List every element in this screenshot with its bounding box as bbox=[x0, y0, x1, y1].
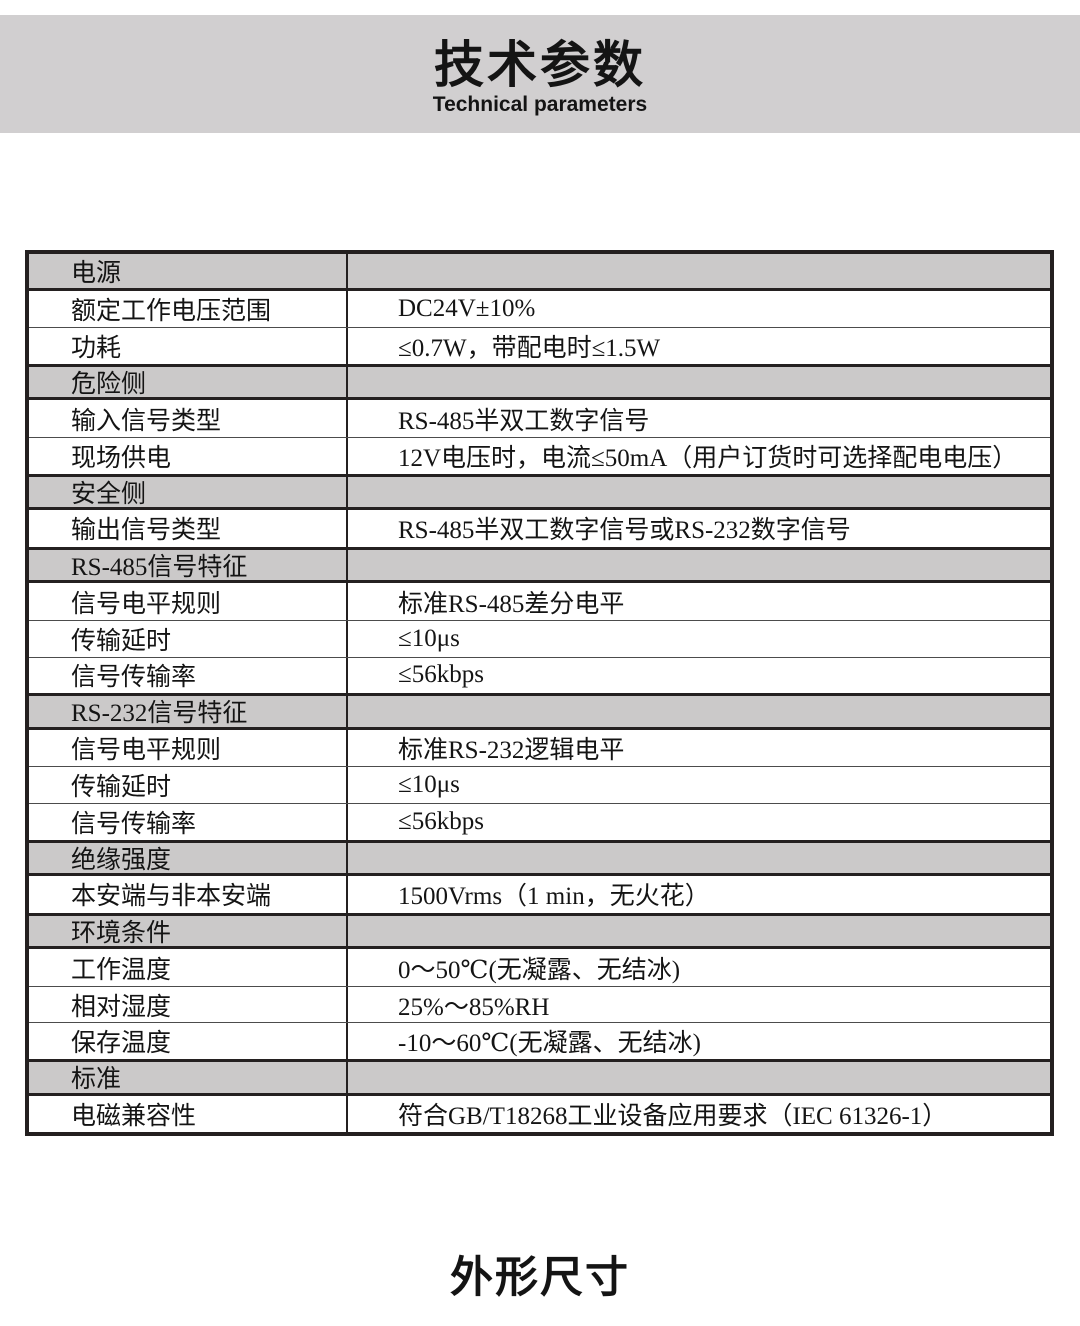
row-label: 信号传输率 bbox=[71, 810, 197, 838]
dimensions-heading: 外形尺寸 bbox=[450, 1254, 630, 1302]
row-value: -10～60℃(无凝露、无结冰) bbox=[346, 1023, 1050, 1060]
table-section-row: 环境条件 bbox=[29, 912, 1050, 950]
row-value bbox=[346, 1062, 1050, 1093]
table-section-row: 电源 bbox=[29, 254, 1050, 291]
table-row: 传输延时 ≤10μs bbox=[29, 766, 1050, 803]
table-row: 功耗 ≤0.7W，带配电时≤1.5W bbox=[29, 327, 1050, 364]
row-value: 0～50℃(无凝露、无结冰) bbox=[346, 949, 1050, 986]
row-value: RS-485半双工数字信号 bbox=[346, 400, 1050, 437]
row-label: 信号传输率 bbox=[71, 664, 197, 692]
row-value: 12V电压时，电流≤50mA（用户订货时可选择配电电压） bbox=[346, 437, 1050, 474]
table-row: 信号传输率 ≤56kbps bbox=[29, 656, 1050, 694]
table-section-row: RS-232信号特征 bbox=[29, 693, 1050, 730]
table-row: 信号电平规则 标准RS-232逻辑电平 bbox=[29, 729, 1050, 767]
table-row: 传输延时 ≤10μs bbox=[29, 619, 1050, 657]
table-row: 相对湿度 25%～85%RH bbox=[29, 985, 1050, 1023]
row-label: 安全侧 bbox=[71, 480, 147, 508]
table-section-row: 危险侧 bbox=[29, 363, 1050, 401]
row-label: 环境条件 bbox=[71, 919, 172, 947]
row-value bbox=[346, 476, 1050, 508]
row-label: 相对湿度 bbox=[71, 993, 172, 1021]
page-subtitle: Technical parameters bbox=[432, 92, 648, 116]
table-section-row: 安全侧 bbox=[29, 473, 1050, 511]
row-value: ≤56kbps bbox=[346, 803, 1050, 840]
table-section-row: 标准 bbox=[29, 1059, 1050, 1096]
row-label: RS-485信号特征 bbox=[71, 554, 248, 582]
row-label: 电磁兼容性 bbox=[71, 1102, 197, 1130]
row-label: 传输延时 bbox=[71, 627, 172, 655]
row-value: DC24V±10% bbox=[346, 290, 1050, 328]
row-value: RS-485半双工数字信号或RS-232数字信号 bbox=[346, 510, 1050, 547]
row-label: 现场供电 bbox=[71, 444, 172, 472]
row-value bbox=[346, 254, 1050, 288]
row-label: 传输延时 bbox=[71, 774, 172, 802]
row-label: 绝缘强度 bbox=[71, 846, 172, 874]
row-value: 标准RS-485差分电平 bbox=[346, 583, 1050, 620]
row-value: 标准RS-232逻辑电平 bbox=[346, 729, 1050, 767]
row-label: 工作温度 bbox=[71, 956, 172, 984]
row-label: 输入信号类型 bbox=[71, 407, 222, 435]
row-value bbox=[346, 549, 1050, 581]
table-section-row: RS-485信号特征 bbox=[29, 546, 1050, 584]
row-label: RS-232信号特征 bbox=[71, 700, 248, 728]
table-row: 信号电平规则 标准RS-485差分电平 bbox=[29, 583, 1050, 620]
table-row: 输入信号类型 RS-485半双工数字信号 bbox=[29, 400, 1050, 437]
table-row: 工作温度 0～50℃(无凝露、无结冰) bbox=[29, 949, 1050, 986]
table-section-row: 绝缘强度 bbox=[29, 839, 1050, 877]
row-label: 功耗 bbox=[71, 334, 122, 362]
technical-parameters-banner: 技术参数 Technical parameters bbox=[0, 15, 1080, 133]
table-row: 信号传输率 ≤56kbps bbox=[29, 802, 1050, 840]
page-title: 技术参数 bbox=[434, 36, 646, 93]
row-value bbox=[346, 366, 1050, 398]
row-label: 标准 bbox=[71, 1066, 122, 1094]
row-value: 1500Vrms（1 min，无火花） bbox=[346, 876, 1050, 913]
row-value bbox=[346, 696, 1050, 727]
table-row: 额定工作电压范围 DC24V±10% bbox=[29, 290, 1050, 328]
row-label: 本安端与非本安端 bbox=[71, 883, 272, 911]
row-value: 符合GB/T18268工业设备应用要求（IEC 61326-1） bbox=[346, 1095, 1050, 1133]
row-value: ≤56kbps bbox=[346, 657, 1050, 694]
row-value: 25%～85%RH bbox=[346, 986, 1050, 1023]
row-label: 电源 bbox=[71, 259, 122, 287]
row-label: 保存温度 bbox=[71, 1030, 172, 1058]
row-value bbox=[346, 915, 1050, 947]
table-row: 电磁兼容性 符合GB/T18268工业设备应用要求（IEC 61326-1） bbox=[29, 1095, 1050, 1133]
row-label: 信号电平规则 bbox=[71, 737, 222, 765]
row-value: ≤10μs bbox=[346, 767, 1050, 803]
specs-table: 电源 额定工作电压范围 DC24V±10% 功耗 ≤0.7W，带配电时≤1.5W 危险侧输… bbox=[25, 250, 1054, 1137]
row-value: ≤0.7W，带配电时≤1.5W bbox=[346, 328, 1050, 364]
row-label: 信号电平规则 bbox=[71, 590, 222, 618]
row-label: 额定工作电压范围 bbox=[71, 297, 272, 325]
row-label: 危险侧 bbox=[71, 371, 147, 399]
row-value bbox=[346, 842, 1050, 874]
table-row: 本安端与非本安端 1500Vrms（1 min，无火花） bbox=[29, 876, 1050, 913]
table-row: 现场供电 12V电压时，电流≤50mA（用户订货时可选择配电电压） bbox=[29, 436, 1050, 474]
row-label: 输出信号类型 bbox=[71, 517, 222, 545]
row-value: ≤10μs bbox=[346, 620, 1050, 657]
table-row: 输出信号类型 RS-485半双工数字信号或RS-232数字信号 bbox=[29, 510, 1050, 547]
table-row: 保存温度 -10～60℃(无凝露、无结冰) bbox=[29, 1022, 1050, 1060]
